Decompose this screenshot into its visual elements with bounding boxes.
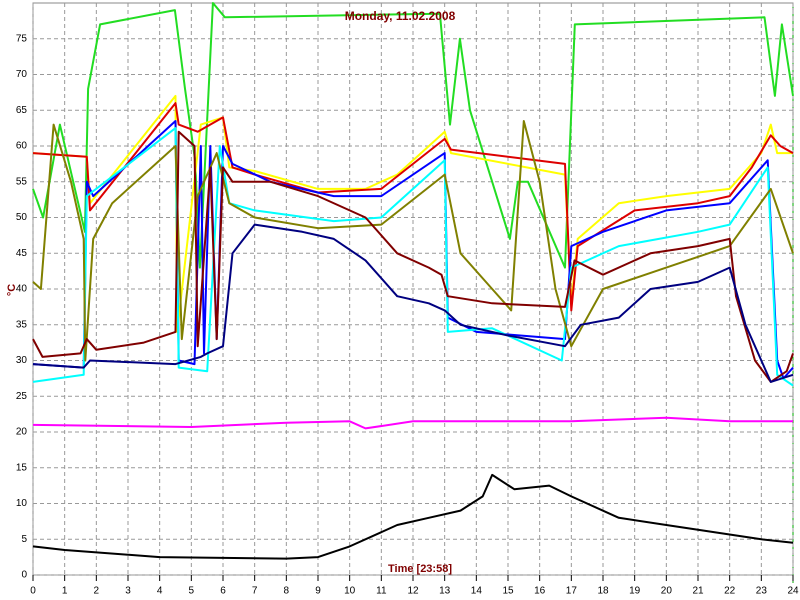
x-tick-label: 21 — [692, 586, 704, 597]
x-tick-label: 19 — [629, 586, 641, 597]
y-tick-label: 50 — [16, 212, 28, 223]
y-tick-label: 40 — [16, 284, 28, 295]
chart-title: Monday, 11.02.2008 — [345, 9, 456, 23]
y-tick-label: 65 — [16, 105, 28, 116]
series-line — [32, 223, 794, 383]
y-tick-label: 75 — [16, 33, 28, 44]
y-tick-label: 20 — [16, 427, 28, 438]
y-tick-label: 0 — [21, 570, 27, 581]
x-tick-label: 11 — [376, 586, 387, 597]
x-tick-label: 10 — [344, 586, 356, 597]
series-line — [32, 473, 794, 560]
x-tick-label: 24 — [787, 586, 799, 597]
series-line — [32, 416, 793, 430]
y-tick-label: 45 — [16, 248, 28, 259]
x-tick-label: 17 — [566, 586, 578, 597]
x-tick-label: 7 — [252, 586, 258, 597]
x-tick-label: 12 — [407, 586, 419, 597]
x-tick-label: 16 — [534, 586, 546, 597]
series-line — [32, 102, 794, 312]
x-tick-label: 5 — [189, 586, 195, 597]
x-tick-label: 8 — [284, 586, 290, 597]
x-tick-label: 2 — [94, 586, 100, 597]
y-axis-label: °C — [6, 284, 18, 296]
x-tick-label: 18 — [597, 586, 609, 597]
series-line — [32, 2, 794, 269]
x-tick-label: 6 — [220, 586, 226, 597]
y-tick-label: 5 — [21, 534, 27, 545]
y-tick-label: 25 — [16, 391, 28, 402]
y-tick-label: 55 — [16, 176, 28, 187]
x-tick-label: 20 — [661, 586, 673, 597]
x-tick-label: 3 — [125, 586, 131, 597]
x-tick-label: 0 — [30, 586, 36, 597]
y-tick-label: 10 — [16, 498, 28, 509]
x-axis-label: Time [23:58] — [388, 563, 452, 575]
x-tick-label: 9 — [315, 586, 321, 597]
y-tick-label: 30 — [16, 355, 28, 366]
y-tick-label: 15 — [16, 462, 28, 473]
x-tick-label: 1 — [62, 586, 68, 597]
x-tick-label: 13 — [439, 586, 451, 597]
x-tick-label: 22 — [724, 586, 736, 597]
x-tick-label: 15 — [502, 586, 514, 597]
y-tick-label: 35 — [16, 319, 28, 330]
series-line — [32, 130, 794, 383]
x-tick-label: 4 — [157, 586, 163, 597]
x-tick-label: 14 — [471, 586, 483, 597]
series-line — [32, 120, 794, 362]
y-tick-label: 70 — [16, 69, 28, 80]
x-tick-label: 23 — [756, 586, 768, 597]
y-tick-label: 60 — [16, 141, 28, 152]
